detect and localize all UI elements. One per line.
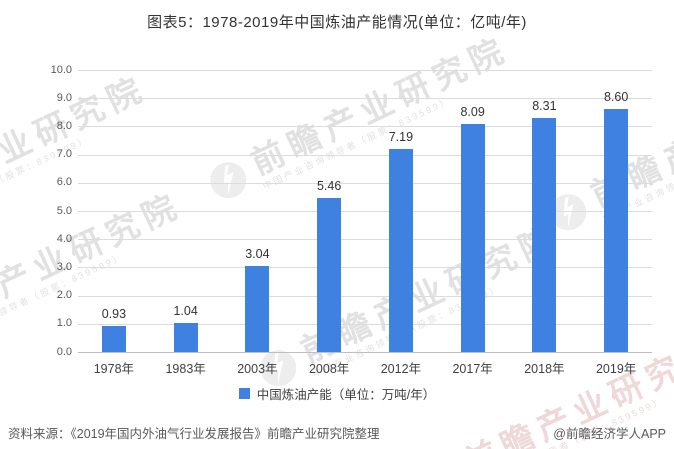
x-category-label: 1978年 [93,362,135,376]
gridline [78,211,652,212]
gridline [78,182,652,184]
bar-value-label: 8.60 [603,90,629,105]
legend-marker-square [238,388,250,399]
y-tick-label: 10.0 [50,63,72,76]
bar-value-label: 7.19 [388,130,414,145]
bar-value-label: 8.31 [532,98,557,113]
bar [604,109,629,352]
x-category-label: 2003年 [237,362,278,376]
x-category-label: 2008年 [308,362,350,376]
gridline [78,70,652,71]
y-tick-label: 5.0 [56,204,72,217]
y-tick-label: 4.0 [56,232,72,245]
gridline [78,295,652,297]
bar [245,266,270,352]
y-tick-label: 1.0 [56,317,72,330]
bar [173,322,198,352]
x-category-label: 2012年 [380,362,422,376]
y-tick-label: 8.0 [56,119,72,132]
y-tick-label: 3.0 [56,260,72,273]
bar [388,149,413,352]
x-category-label: 2019年 [595,362,637,376]
gridline [78,154,652,156]
bar [532,117,557,352]
gridline [78,98,652,100]
gridline [78,323,652,325]
bar-value-label: 8.09 [460,104,485,119]
gridline [78,239,652,241]
y-tick-label: 9.0 [56,91,72,104]
bar-value-label: 3.04 [245,247,270,262]
bar-value-label: 5.46 [316,179,342,194]
chart-title: 图表5：1978-2019年中国炼油产能情况(单位：亿吨/年) [147,14,527,31]
x-category-label: 1983年 [165,362,206,376]
x-axis-line [78,352,652,353]
bar [317,198,342,352]
y-tick-label: 0.0 [56,345,72,358]
credit-note: @前瞻经济学人APP [553,427,666,441]
y-tick-label: 7.0 [56,148,72,161]
gridline [78,126,652,128]
legend: 中国炼油产能（单位：万吨/年） [0,384,674,403]
bar [101,325,126,352]
x-category-label: 2018年 [524,362,565,376]
y-tick-label: 6.0 [56,176,72,189]
source-note: 资料来源：《2019年国内外油气行业发展报告》前瞻产业研究院整理 [8,427,380,441]
bar-value-label: 1.04 [173,303,198,318]
bar [460,123,485,352]
legend-label: 中国炼油产能（单位：万吨/年） [256,388,436,402]
x-category-label: 2017年 [452,362,493,376]
gridline [78,267,652,269]
bar-value-label: 0.93 [101,306,127,321]
y-tick-label: 2.0 [56,289,72,302]
